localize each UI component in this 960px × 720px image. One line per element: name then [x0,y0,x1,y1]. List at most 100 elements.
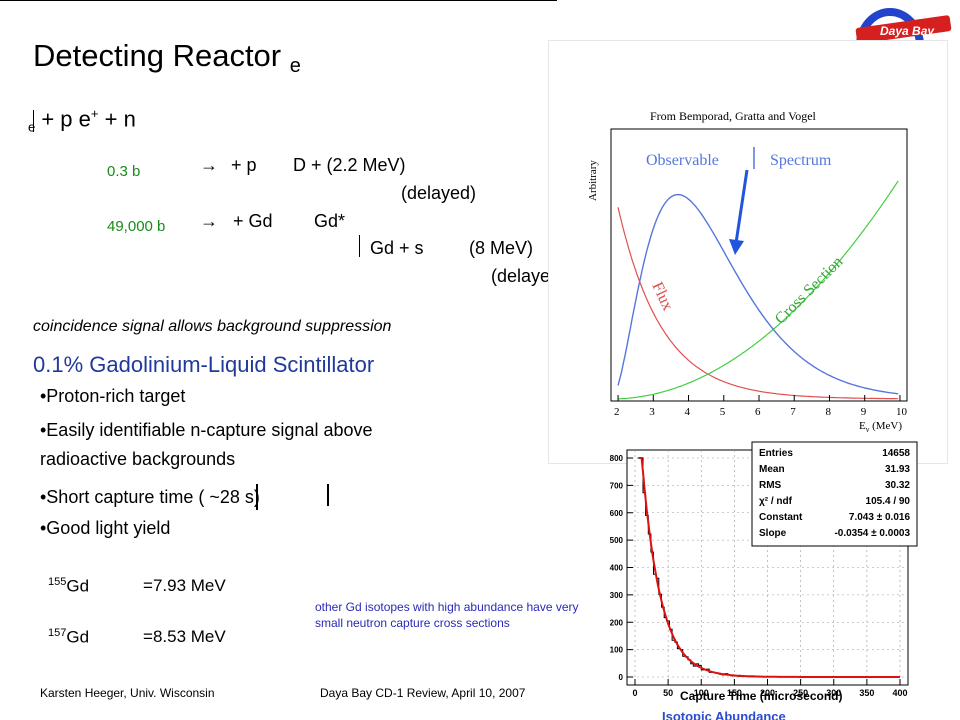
gd-arrow: → [200,211,218,231]
gd-capture-lhs: + Gd [233,211,273,231]
coincidence-note: coincidence signal allows background sup… [33,318,392,335]
spectrum-source: From Bemporad, Gratta and Vogel [650,109,817,123]
x-tick-label: 150 [727,688,742,698]
spectrum-tick-label: 5 [720,406,726,418]
capture-time-mu-mark [327,484,329,506]
capture-time-pre: •Short capture time ( [40,487,210,507]
capture-time-val: ~28 [209,487,245,507]
isotope-note: other Gd isotopes with high abundance ha… [315,600,579,630]
spectrum-label: Spectrum [770,152,832,169]
isotope-155: 155Gd [48,576,89,597]
isotope-157-line: 8.53 MeV [152,627,226,646]
nu-bar-mark [33,110,34,132]
x-tick-label: 200 [760,688,775,698]
x-tick-label: 100 [694,688,709,698]
bullet-capture-time: •Short capture time ( ~28 s) [40,487,260,508]
y-tick-label: 500 [610,536,624,545]
footer-author: Karsten Heeger, Univ. Wisconsin [40,686,215,700]
spectrum-tick-label: 8 [825,406,831,418]
reaction-tail: + n [98,106,136,132]
spectrum-tick-label: 10 [896,406,908,418]
y-tick-label: 100 [610,646,624,655]
y-tick-label: 800 [610,454,624,463]
capture-time-bar [256,484,258,510]
x-tick-label: 0 [632,688,637,698]
x-tick-label: 350 [859,688,874,698]
stat-value: 7.043 ± 0.016 [849,512,911,523]
footer-event: Daya Bay CD-1 Review, April 10, 2007 [320,686,526,700]
isotope-155-mass: 155 [48,576,67,588]
stat-name: RMS [759,480,782,491]
gd-gamma-s: s [414,238,424,258]
isotope-155-symbol: Gd [66,576,90,596]
stat-value: 105.4 / 90 [866,496,911,507]
spectrum-tick-label: 7 [790,406,796,418]
stat-value: 14658 [882,448,910,459]
gdls-heading: 0.1% Gadolinium-Liquid Scintillator [33,352,375,377]
y-tick-label: 200 [610,618,624,627]
spectrum-ylabel: Arbitrary [587,160,599,201]
isotope-157: 157Gd [48,627,89,648]
spectrum-x-ticks: 2 3 4 5 6 7 8 9 10 [614,395,907,418]
gd-capture-rhs: Gd* [314,211,346,231]
positron-charge: + [90,106,99,121]
observable-curve [617,193,899,395]
bullet-light-yield: •Good light yield [40,518,171,538]
x-tick-label: 300 [826,688,841,698]
x-tick-label: 400 [892,688,907,698]
stat-name: Constant [759,512,803,523]
y-tick-label: 0 [619,673,624,682]
spectrum-tick-label: 6 [755,406,761,418]
capture-time-histogram: 0 100 200 300 400 500 600 700 800 0 50 100 150 200 25… [592,440,922,715]
footer-divider [0,0,557,1]
histogram-y-ticks: 0 100 200 300 400 500 600 700 800 [610,454,633,682]
stat-value: -0.0354 ± 0.0003 [834,528,910,539]
cross-section-curve [617,180,899,400]
gd-delayed: (delayed) [491,266,567,286]
spectrum-tick-label: 2 [614,406,620,418]
x-tick-label: 250 [793,688,808,698]
logo-text: Daya Bay [880,24,935,38]
bullet-ncapture-cont: radioactive backgrounds [40,449,236,469]
y-tick-label: 700 [610,481,624,490]
stat-value: 31.93 [885,464,910,475]
x-tick-label: 50 [663,688,673,698]
bullet-proton-rich: •Proton-rich target [40,386,186,406]
spectrum-tick-label: 9 [861,406,867,418]
bullet-ncapture: •Easily identifiable n-capture signal ab… [40,420,373,440]
h-cross-section: 0.3 b [107,163,141,180]
spectrum-xlabel: Eν (MeV) [859,420,902,434]
title-subscript: e [289,55,301,77]
histogram-x-ticks: 0 50 100 150 200 250 300 350 400 [632,679,908,698]
gd-decay-mark [359,235,360,257]
stat-name: Slope [759,528,787,539]
stats-box [751,441,918,547]
isotopic-abundance-label: Isotopic Abundance [662,709,786,720]
h-rhs-text: D + [293,155,327,175]
h-capture-lhs: + p [231,155,257,175]
exponential-fit [639,457,900,678]
isotope-155-line: 7.93 MeV [152,576,226,595]
stat-value: 30.32 [885,480,910,491]
spectrum-tick-label: 4 [685,406,691,418]
y-tick-label: 600 [610,509,624,518]
ibd-reaction: e + p e+ + n [28,106,136,135]
isotope-157-symbol: Gd [66,627,90,647]
isotope-157-glyphs: = [143,627,153,646]
spectrum-xlabel-e: E [859,420,866,432]
reaction-rest: + p [35,106,79,132]
y-tick-label: 300 [610,591,624,600]
flux-curve [617,207,899,400]
spectrum-plot: From Bemporad, Gratta and Vogel Arbitrar… [548,40,948,464]
spectrum-frame [610,128,908,402]
isotope-157-mass: 157 [48,627,67,639]
h-energy: (2.2 MeV) [326,155,406,175]
reaction-positron: e [78,106,91,132]
stats-rows: Entries 14658 Mean 31.93 RMS 30.32 χ² / ndf 105… [759,448,910,539]
observable-arrowhead [729,239,744,255]
h-arrow: → [200,155,218,175]
flux-label: Flux [648,280,676,314]
cross-section-label: Cross Section [772,253,847,328]
observable-arrow [734,169,749,244]
